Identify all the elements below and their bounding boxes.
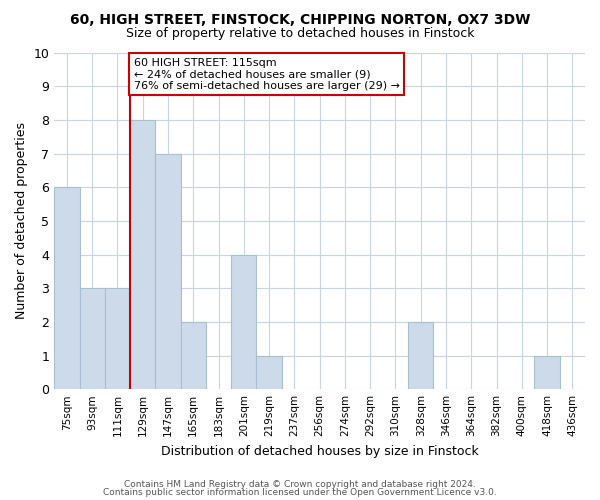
- Bar: [130, 120, 155, 389]
- Bar: [408, 322, 433, 389]
- Text: Contains HM Land Registry data © Crown copyright and database right 2024.: Contains HM Land Registry data © Crown c…: [124, 480, 476, 489]
- Bar: [105, 288, 130, 389]
- Bar: [54, 187, 80, 389]
- Bar: [535, 356, 560, 389]
- X-axis label: Distribution of detached houses by size in Finstock: Distribution of detached houses by size …: [161, 444, 479, 458]
- Bar: [181, 322, 206, 389]
- Bar: [80, 288, 105, 389]
- Bar: [256, 356, 282, 389]
- Text: Contains public sector information licensed under the Open Government Licence v3: Contains public sector information licen…: [103, 488, 497, 497]
- Y-axis label: Number of detached properties: Number of detached properties: [15, 122, 28, 320]
- Text: 60 HIGH STREET: 115sqm
← 24% of detached houses are smaller (9)
76% of semi-deta: 60 HIGH STREET: 115sqm ← 24% of detached…: [134, 58, 400, 91]
- Bar: [155, 154, 181, 389]
- Text: Size of property relative to detached houses in Finstock: Size of property relative to detached ho…: [126, 28, 474, 40]
- Bar: [231, 254, 256, 389]
- Text: 60, HIGH STREET, FINSTOCK, CHIPPING NORTON, OX7 3DW: 60, HIGH STREET, FINSTOCK, CHIPPING NORT…: [70, 12, 530, 26]
